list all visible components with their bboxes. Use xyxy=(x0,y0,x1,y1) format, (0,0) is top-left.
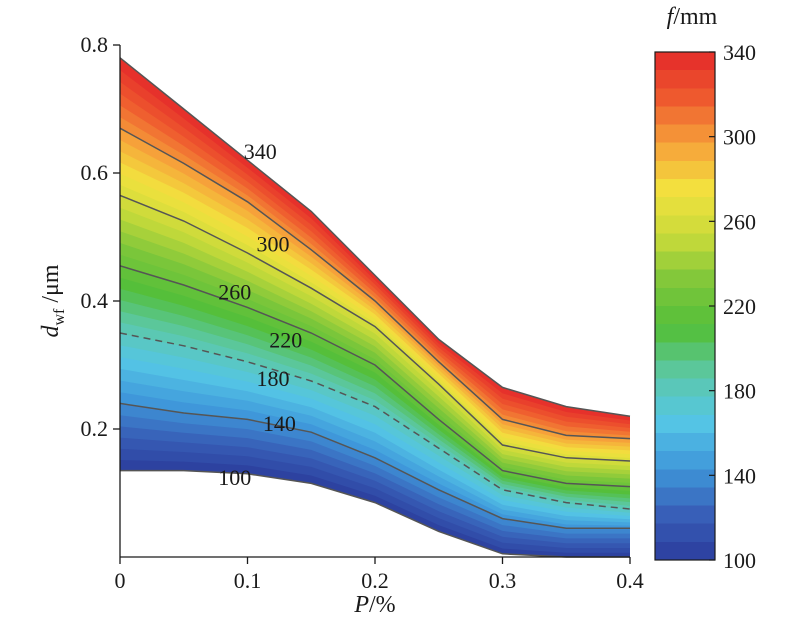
y-tick-label: 0.8 xyxy=(81,32,109,57)
colorbar: 100 140 180 220 260 300 340 f/mm xyxy=(654,4,756,573)
contour-band xyxy=(120,414,630,539)
colorbar-title: f/mm xyxy=(667,4,718,30)
contour-band xyxy=(120,448,630,553)
contour-label-300: 300 xyxy=(257,232,290,257)
contour-bands xyxy=(120,57,630,558)
colorbar-tick-label: 140 xyxy=(723,463,756,488)
x-tick-label: 0.2 xyxy=(361,568,389,593)
y-axis-title: dwf /μm xyxy=(38,264,68,337)
colorbar-tick-label: 220 xyxy=(723,294,756,319)
contour-line-140 xyxy=(119,402,630,529)
contour-lines xyxy=(119,57,631,558)
colorbar-tick-label: 300 xyxy=(723,125,756,150)
contour-band xyxy=(120,368,630,523)
contour-band xyxy=(120,344,630,516)
contour-label-180: 180 xyxy=(257,366,290,391)
colorbar-tick-label: 340 xyxy=(723,40,756,65)
contour-band xyxy=(120,333,630,513)
contour-line-340 xyxy=(119,57,631,417)
contour-line-300 xyxy=(119,127,631,440)
contour-line-100 xyxy=(120,469,630,558)
y-tick-label: 0.2 xyxy=(81,416,109,441)
contour-label-100: 100 xyxy=(218,465,251,490)
contour-label-340: 340 xyxy=(244,139,277,164)
contour-band xyxy=(120,403,630,534)
colorbar-ticks: 100 140 180 220 260 300 340 xyxy=(709,40,756,573)
contour-band xyxy=(120,321,630,510)
x-ticks: 0 0.1 0.2 0.3 0.4 xyxy=(115,557,644,593)
contour-band xyxy=(120,242,630,483)
contour-label-260: 260 xyxy=(218,280,251,305)
contour-band xyxy=(120,299,630,503)
contour-band xyxy=(120,173,630,458)
colorbar-tick-label: 180 xyxy=(723,379,756,404)
contour-band xyxy=(120,139,630,447)
contour-line-260 xyxy=(119,194,631,462)
colorbar-tick-label: 260 xyxy=(723,209,756,234)
contour-label-220: 220 xyxy=(269,328,302,353)
contour-band xyxy=(120,265,630,491)
colorbar-bar xyxy=(654,51,716,561)
x-tick-label: 0.1 xyxy=(234,568,262,593)
colorbar-tick-label: 100 xyxy=(723,548,756,573)
contour-band xyxy=(120,288,630,499)
contour-band xyxy=(120,277,630,495)
contour-band xyxy=(120,150,630,451)
x-axis-title: P/% xyxy=(353,592,395,618)
contour-band xyxy=(120,379,630,526)
y-ticks: 0.2 0.4 0.6 0.8 xyxy=(81,32,120,441)
y-tick-label: 0.6 xyxy=(81,160,109,185)
contour-band xyxy=(120,116,630,440)
contour-band xyxy=(120,128,630,443)
contour-band xyxy=(120,437,630,548)
contour-band xyxy=(120,218,630,475)
contour-band xyxy=(120,104,630,436)
contour-label-140: 140 xyxy=(263,411,296,436)
contour-band xyxy=(120,207,630,471)
contour-band xyxy=(120,310,630,506)
contour-band xyxy=(120,459,630,558)
contour-band xyxy=(120,356,630,520)
contour-band xyxy=(120,230,630,479)
contour-band xyxy=(120,195,630,466)
y-tick-label: 0.4 xyxy=(81,288,109,313)
contour-band xyxy=(120,254,630,488)
contour-band xyxy=(120,391,630,529)
contour-band xyxy=(120,161,630,455)
contour-band xyxy=(120,425,630,544)
contour-line-180 xyxy=(119,332,631,510)
x-tick-label: 0.4 xyxy=(616,568,644,593)
x-tick-label: 0 xyxy=(115,568,126,593)
contour-line-220 xyxy=(119,265,631,488)
x-tick-label: 0.3 xyxy=(489,568,517,593)
